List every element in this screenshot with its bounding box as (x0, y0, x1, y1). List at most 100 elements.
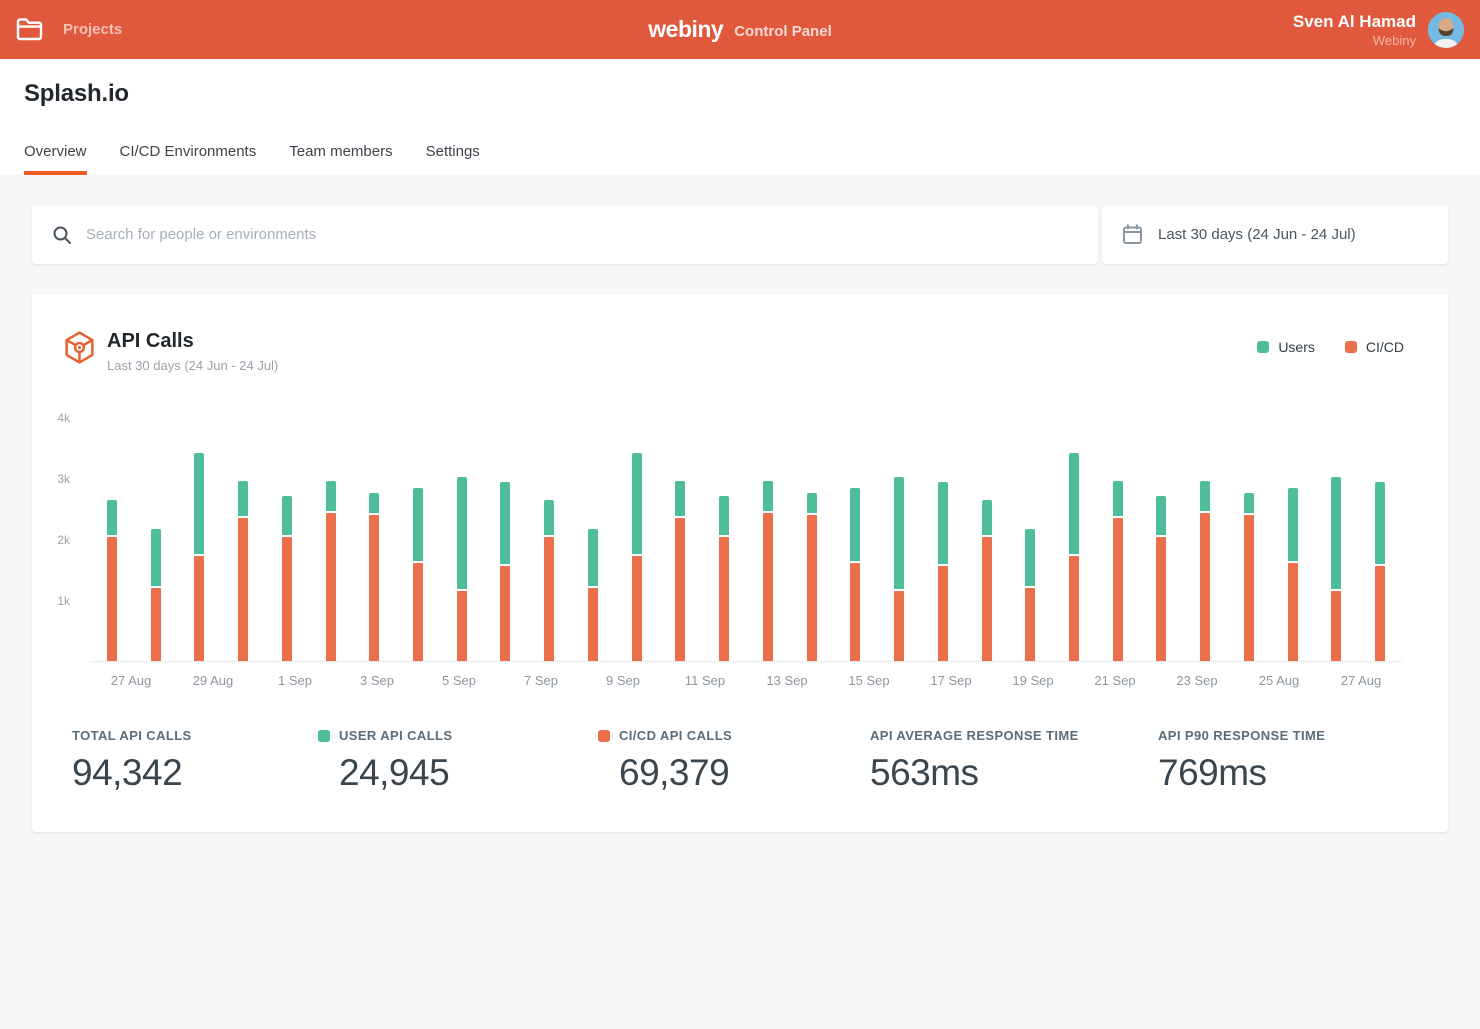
stacked-bar (850, 488, 861, 661)
y-tick-label: 4k (57, 411, 70, 425)
x-tick-label: 23 Sep (1176, 673, 1218, 688)
cicd-segment (1200, 513, 1211, 661)
bar-slot (440, 477, 484, 661)
chart-title: API Calls (107, 330, 194, 352)
bar-slot (615, 453, 659, 661)
x-tick-label: 1 Sep (278, 673, 312, 688)
x-axis: 27 Aug 29 Aug 1 Sep 3 Sep 5 Sep 7 Sep 9 Sep 11 … (90, 673, 1402, 688)
user-name: Sven Al Hamad (1292, 12, 1416, 32)
y-axis: 4k 3k 2k 1k (32, 411, 80, 662)
cicd-segment (413, 563, 423, 661)
x-tick-label: 27 Aug (1340, 673, 1382, 688)
chart-plot (90, 418, 1402, 662)
users-segment (1243, 493, 1254, 513)
app-logo: webiny Control Panel (648, 16, 831, 43)
stacked-bar (937, 482, 948, 661)
stacked-bar (806, 493, 817, 661)
tab-overview[interactable]: Overview (24, 135, 87, 175)
webiny-logo: webiny (648, 16, 724, 42)
legend-item-users[interactable]: Users (1257, 339, 1315, 355)
stat-value: 24,945 (339, 752, 450, 793)
users-segment (762, 481, 773, 511)
users-segment (238, 481, 249, 516)
bar-slot (90, 500, 134, 661)
tab-ci-cd-environments[interactable]: CI/CD Environments (119, 143, 257, 160)
users-segment (281, 496, 292, 535)
bar-slot (484, 482, 528, 661)
stacked-bar (500, 482, 511, 661)
stat-color-dot (598, 729, 610, 742)
tab-bar: Overview CI/CD Environments Team members Se… (24, 135, 1456, 175)
stacked-bar (1200, 481, 1211, 661)
bar-slot (1008, 529, 1052, 661)
users-segment (1025, 529, 1036, 586)
cicd-segment (369, 515, 380, 661)
bar-slot (877, 477, 921, 661)
bar-slot (134, 529, 178, 661)
stat-value: 769ms (1158, 752, 1267, 793)
x-tick-label: 29 Aug (192, 673, 234, 688)
cicd-segment (719, 537, 730, 661)
cicd-segment (281, 537, 292, 661)
users-segment (325, 481, 336, 511)
chart-area: 4k 3k 2k 1k (32, 411, 1448, 662)
x-tick-label: 17 Sep (930, 673, 972, 688)
bar-slot (571, 529, 615, 661)
stacked-bar (1287, 488, 1298, 661)
stacked-bar (150, 529, 161, 661)
user-avatar[interactable] (1428, 11, 1464, 48)
stat-label: USER API CALLS (318, 728, 598, 743)
bar-slot (659, 481, 703, 661)
stat-api-average-response-time: API AVERAGE RESPONSE TIME 563ms (870, 728, 1158, 794)
date-range-picker[interactable]: Last 30 days (24 Jun - 24 Jul) (1102, 205, 1448, 264)
stat-value: 69,379 (619, 752, 730, 793)
users-segment (981, 500, 992, 535)
y-tick-label: 3k (57, 472, 70, 486)
stacked-bar (1375, 482, 1386, 661)
stacked-bar (325, 481, 336, 661)
stacked-bar (194, 453, 205, 661)
cicd-segment (238, 518, 249, 661)
stacked-bar (1025, 529, 1036, 661)
search-input[interactable] (86, 226, 1078, 243)
stacked-bar (544, 500, 555, 661)
x-tick-label: 5 Sep (442, 673, 476, 688)
tab-team-members[interactable]: Team members (289, 143, 393, 160)
stacked-bar (1243, 493, 1254, 661)
bar-slot (1052, 453, 1096, 661)
cicd-segment (1025, 588, 1036, 661)
users-segment (500, 482, 511, 564)
bar-slot (527, 500, 571, 661)
cicd-segment (500, 566, 511, 661)
users-segment (1331, 477, 1342, 589)
cicd-segment (1069, 556, 1080, 661)
projects-button[interactable]: Projects (16, 18, 122, 41)
cicd-segment (325, 513, 336, 661)
cicd-segment (194, 556, 205, 661)
bar-slot (352, 493, 396, 661)
legend-item-ci-cd[interactable]: CI/CD (1344, 339, 1404, 355)
bar-slot (1140, 496, 1184, 661)
x-tick-label: 21 Sep (1094, 673, 1136, 688)
stat-value: 563ms (870, 752, 979, 793)
title-section: Splash.io Overview CI/CD Environments Team… (0, 59, 1480, 175)
cicd-segment (1243, 515, 1254, 661)
bar-slot (1183, 481, 1227, 661)
cicd-segment (587, 588, 598, 661)
legend-label: Users (1278, 339, 1315, 355)
users-segment (1200, 481, 1211, 511)
app-header: Projects webiny Control Panel Sven Al Ha… (0, 0, 1480, 59)
stacked-bar (413, 488, 423, 661)
cicd-segment (150, 588, 161, 661)
users-segment (1375, 482, 1386, 564)
x-tick-label: 7 Sep (524, 673, 558, 688)
tab-settings[interactable]: Settings (425, 143, 480, 160)
users-segment (631, 453, 642, 554)
x-tick-label: 3 Sep (360, 673, 394, 688)
bar-slot (1315, 477, 1359, 661)
users-segment (413, 488, 423, 561)
bar-slot (1358, 482, 1402, 661)
stacked-bar (587, 529, 598, 661)
stat-ci-cd-api-calls: CI/CD API CALLS 69,379 (598, 728, 870, 794)
x-tick-label: 15 Sep (848, 673, 890, 688)
